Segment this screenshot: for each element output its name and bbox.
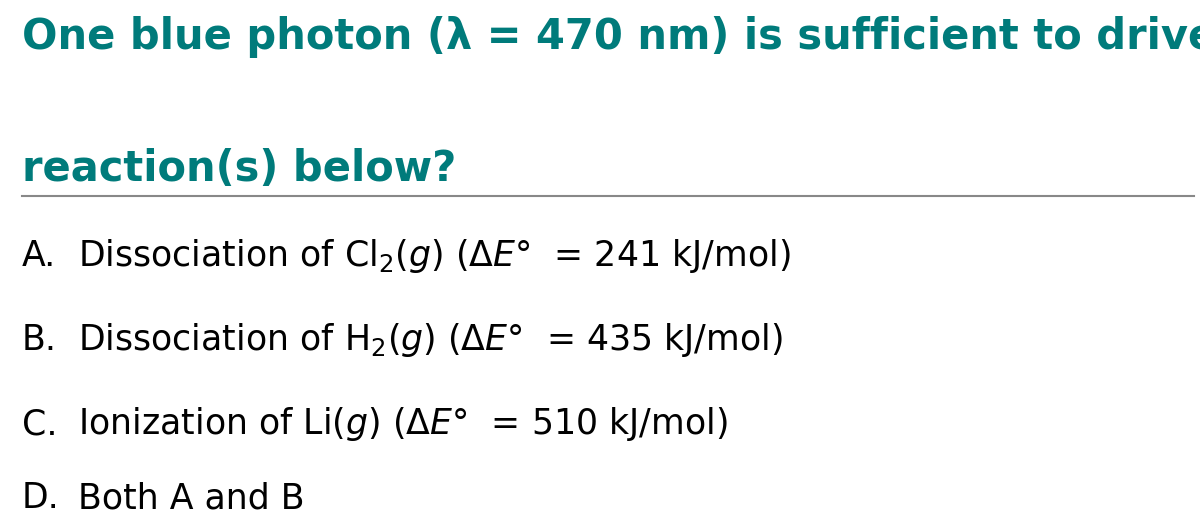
Text: Both A and B: Both A and B <box>78 481 305 515</box>
Text: B.: B. <box>22 323 56 357</box>
Text: Ionization of Li($g$) (Δ$E$°  = 510 kJ/mol): Ionization of Li($g$) (Δ$E$° = 510 kJ/mo… <box>78 405 727 443</box>
Text: One blue photon (λ = 470 nm) is sufficient to drive which: One blue photon (λ = 470 nm) is sufficie… <box>22 16 1200 58</box>
Text: Dissociation of H$_2$($g$) (Δ$E$°  = 435 kJ/mol): Dissociation of H$_2$($g$) (Δ$E$° = 435 … <box>78 321 782 359</box>
Text: A.: A. <box>22 239 56 272</box>
Text: Dissociation of Cl$_2$($g$) (Δ$E$°  = 241 kJ/mol): Dissociation of Cl$_2$($g$) (Δ$E$° = 241… <box>78 237 791 275</box>
Text: C.: C. <box>22 407 58 441</box>
Text: reaction(s) below?: reaction(s) below? <box>22 148 456 190</box>
Text: D.: D. <box>22 481 59 515</box>
